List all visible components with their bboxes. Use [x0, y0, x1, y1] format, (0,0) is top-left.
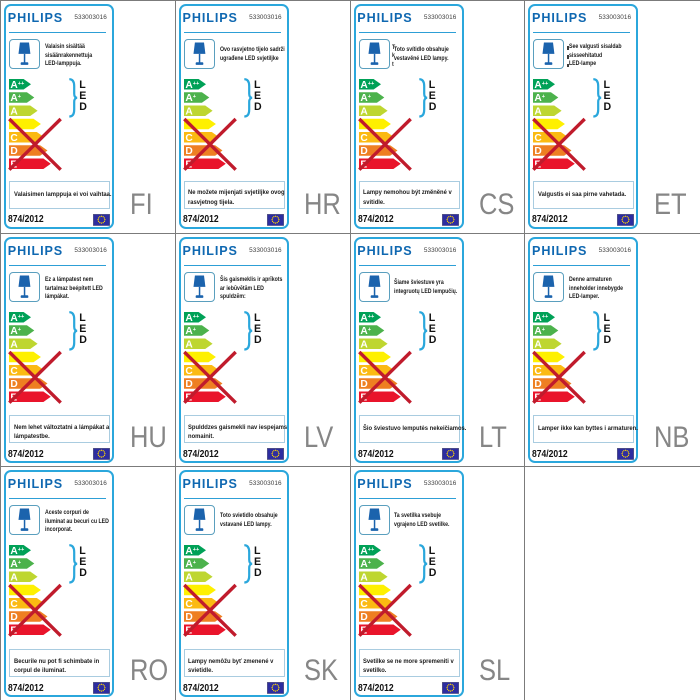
- svg-text:A: A: [360, 106, 368, 117]
- svg-text:A+: A+: [185, 326, 196, 337]
- svg-text:D: D: [185, 379, 192, 390]
- svg-text:C: C: [360, 599, 368, 610]
- svg-text:D: D: [360, 612, 367, 623]
- svg-text:A++: A++: [10, 80, 25, 91]
- svg-text:A++: A++: [10, 546, 25, 557]
- svg-text:A++: A++: [185, 80, 200, 91]
- svg-text:C: C: [10, 133, 18, 144]
- svg-text:A+: A+: [185, 93, 196, 104]
- svg-text:A: A: [185, 339, 193, 350]
- svg-text:D: D: [185, 146, 192, 157]
- svg-text:C: C: [535, 133, 543, 144]
- svg-text:A+: A+: [10, 326, 21, 337]
- svg-text:D: D: [185, 612, 192, 623]
- svg-text:C: C: [10, 366, 18, 377]
- svg-text:A++: A++: [185, 313, 200, 324]
- svg-text:A: A: [535, 339, 543, 350]
- svg-text:A++: A++: [185, 546, 200, 557]
- svg-text:A++: A++: [535, 80, 550, 91]
- svg-text:A: A: [10, 572, 18, 583]
- svg-text:C: C: [185, 599, 193, 610]
- svg-text:C: C: [185, 133, 193, 144]
- svg-text:A++: A++: [360, 546, 375, 557]
- svg-text:A: A: [360, 572, 368, 583]
- svg-text:A++: A++: [360, 313, 375, 324]
- svg-text:C: C: [360, 133, 368, 144]
- svg-text:A: A: [185, 106, 193, 117]
- svg-text:A++: A++: [535, 313, 550, 324]
- svg-text:D: D: [360, 379, 367, 390]
- svg-text:D: D: [10, 146, 17, 157]
- svg-text:D: D: [535, 379, 542, 390]
- svg-text:A+: A+: [535, 93, 546, 104]
- svg-text:A: A: [10, 339, 18, 350]
- svg-text:A++: A++: [10, 313, 25, 324]
- svg-text:C: C: [10, 599, 18, 610]
- svg-text:D: D: [360, 146, 367, 157]
- svg-text:A++: A++: [360, 80, 375, 91]
- svg-text:A+: A+: [360, 559, 371, 570]
- svg-text:A+: A+: [10, 93, 21, 104]
- svg-text:D: D: [535, 146, 542, 157]
- svg-text:A: A: [10, 106, 18, 117]
- svg-text:A: A: [535, 106, 543, 117]
- svg-text:C: C: [360, 366, 368, 377]
- svg-text:D: D: [10, 612, 17, 623]
- svg-text:A+: A+: [10, 559, 21, 570]
- svg-text:D: D: [10, 379, 17, 390]
- svg-text:A+: A+: [360, 326, 371, 337]
- svg-text:A: A: [185, 572, 193, 583]
- svg-text:C: C: [535, 366, 543, 377]
- svg-text:A+: A+: [360, 93, 371, 104]
- svg-text:A+: A+: [185, 559, 196, 570]
- svg-text:C: C: [185, 366, 193, 377]
- svg-text:A+: A+: [535, 326, 546, 337]
- svg-text:A: A: [360, 339, 368, 350]
